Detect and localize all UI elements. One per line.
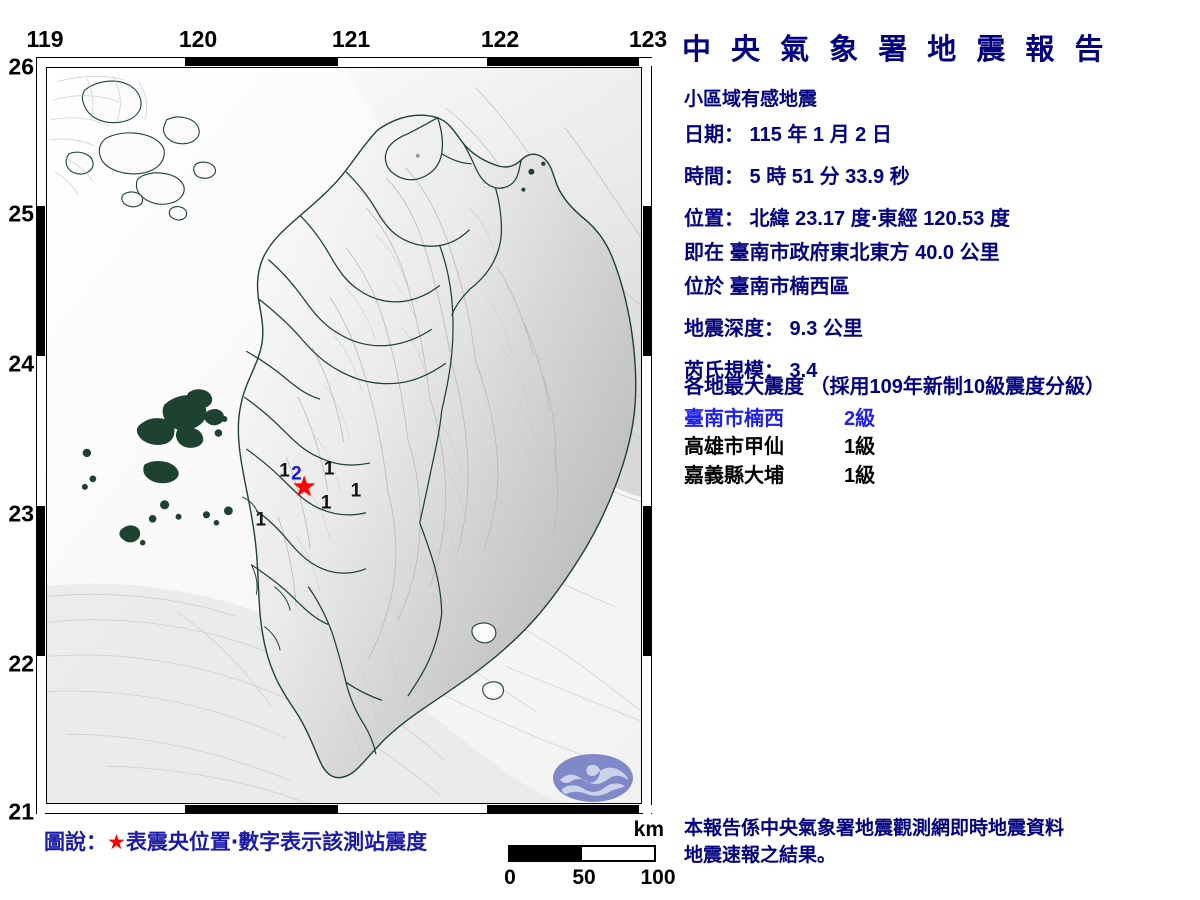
- station-intensity: 1: [279, 460, 290, 482]
- lat-tick: 25: [8, 200, 34, 227]
- graticule-band: [643, 356, 651, 506]
- graticule-band: [643, 506, 651, 656]
- report-line-depth: 地震深度： 9.3 公里: [684, 318, 863, 340]
- graticule-band: [487, 58, 639, 66]
- lon-tick: 119: [26, 26, 64, 52]
- taiwan-terrain-map: [47, 68, 641, 803]
- report-line-location: 位置： 北緯 23.17 度‧東經 120.53 度: [684, 208, 1010, 230]
- lat-tick: 22: [8, 650, 34, 677]
- legend-star-icon: ★: [107, 831, 126, 854]
- table-row: 嘉義縣大埔 1級: [684, 462, 1104, 490]
- legend-prefix: 圖說：: [44, 831, 107, 854]
- latitude-axis: 26 25 24 23 22 21: [0, 0, 36, 900]
- graticule-band: [643, 206, 651, 356]
- intensity-place: 高雄市甲仙: [684, 436, 784, 459]
- lat-tick: 26: [8, 53, 34, 80]
- graticule-band: [338, 58, 487, 66]
- table-row: 高雄市甲仙 1級: [684, 433, 1104, 461]
- graticule-band: [37, 805, 185, 813]
- graticule-band: [643, 58, 651, 206]
- intensity-heading: 各地最大震度 （採用109年新制10級震度分級）: [684, 376, 1106, 398]
- scale-tick: 100: [640, 866, 676, 889]
- graticule-band: [37, 656, 45, 815]
- map-legend: 圖說：★表震央位置‧數字表示該測站震度: [44, 826, 427, 856]
- report-line-magnitude: 芮氏規模： 3.4: [684, 360, 818, 382]
- report-line-time: 時間： 5 時 51 分 33.9 秒: [684, 166, 910, 188]
- station-intensity: 1: [320, 492, 332, 514]
- lat-tick: 23: [8, 500, 34, 527]
- graticule-band: [37, 58, 185, 66]
- longitude-axis: 119 120 121 122 123: [0, 26, 672, 60]
- scale-tick: 50: [572, 866, 596, 889]
- intensity-level: 1級: [844, 436, 876, 459]
- lon-tick: 121: [331, 26, 371, 52]
- station-intensity-2: 2: [291, 463, 302, 485]
- graticule-band: [37, 506, 45, 656]
- graticule-band: [37, 58, 45, 206]
- scale-bar: [508, 845, 656, 862]
- legend-suffix: 表震央位置‧數字表示該測站震度: [125, 831, 428, 854]
- footnote-line-2: 地震速報之結果。: [684, 844, 837, 866]
- report-line-distance: 即在 臺南市政府東北東方 40.0 公里: [684, 242, 1000, 264]
- map-panel: 119 120 121 122 123 26 25 24 23 22 21: [0, 0, 675, 900]
- cwa-wave-logo: [553, 754, 633, 802]
- map-frame[interactable]: 2 1 1 1 1 1 ★: [36, 57, 653, 815]
- map-canvas[interactable]: 2 1 1 1 1 1 ★: [46, 67, 642, 804]
- station-intensity: 1: [350, 480, 362, 502]
- page-title: 中 央 氣 象 署 地 震 報 告: [682, 34, 1110, 66]
- lon-tick: 120: [178, 26, 218, 52]
- graticule-band: [643, 656, 651, 815]
- lon-tick: 122: [480, 26, 520, 52]
- footnote-line-1: 本報告係中央氣象署地震觀測網即時地震資料: [684, 818, 1065, 839]
- lat-tick: 21: [8, 798, 34, 825]
- scale-bar-filled-segment: [510, 847, 582, 860]
- report-footnote: 本報告係中央氣象署地震觀測網即時地震資料 地震速報之結果。: [684, 816, 1064, 870]
- graticule-band: [185, 805, 338, 813]
- intensity-place: 嘉義縣大埔: [684, 464, 784, 487]
- intensity-place: 臺南市楠西: [684, 408, 784, 430]
- intensity-table: 臺南市楠西 2級 高雄市甲仙 1級 嘉義縣大埔 1級: [684, 405, 1104, 490]
- lon-tick: 123: [628, 26, 668, 52]
- report-line-district: 位於 臺南市楠西區: [684, 276, 850, 298]
- epicenter-star-marker: ★: [291, 470, 317, 502]
- report-subtitle: 小區域有感地震: [684, 89, 818, 110]
- report-detail-lines: 日期： 115 年 1 月 2 日 時間： 5 時 51 分 33.9 秒 位置…: [684, 118, 1194, 383]
- scale-bar-ticks: 0 50 100: [500, 866, 675, 890]
- graticule-band: [338, 805, 487, 813]
- report-line-date: 日期： 115 年 1 月 2 日: [684, 124, 892, 146]
- report-panel: 中 央 氣 象 署 地 震 報 告 小區域有感地震 日期： 115 年 1 月 …: [678, 0, 1200, 900]
- graticule-band: [185, 58, 338, 66]
- scale-unit-label: km: [633, 818, 664, 841]
- intensity-level: 2級: [844, 408, 876, 430]
- lat-tick: 24: [8, 350, 34, 377]
- scale-bar-empty-segment: [582, 847, 654, 860]
- table-row: 臺南市楠西 2級: [684, 405, 1104, 433]
- station-intensity: 1: [255, 509, 267, 531]
- graticule-band: [487, 805, 639, 813]
- station-intensity: 1: [323, 458, 335, 480]
- graticule-band: [37, 356, 45, 506]
- intensity-level: 1級: [844, 464, 876, 487]
- graticule-band: [37, 206, 45, 356]
- scale-tick: 0: [504, 866, 516, 889]
